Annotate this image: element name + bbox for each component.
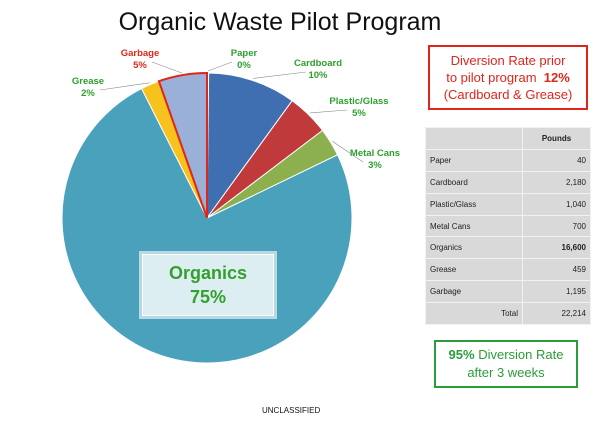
slice-leader-line [309,109,348,114]
table-row-label: Paper [425,148,523,172]
table-row: Metal Cans 700 [425,214,591,238]
slice-label-pct: 3% [368,160,382,171]
prior-line3: (Cardboard & Grease) [443,87,573,102]
table-row-label: Organics [425,236,523,260]
slice-label-name: Metal Cans [350,148,400,159]
slice-label-name: Cardboard [294,58,342,69]
prior-line2: to pilot program [446,70,537,85]
prior-line1: Diversion Rate prior [450,53,566,68]
slice-label-name: Garbage [121,48,160,59]
slice-label: Paper 0% [231,48,258,71]
table-row: Paper 40 [425,148,591,172]
organics-callout-pct: 75% [189,287,227,307]
after-line1: Diversion Rate [478,347,564,362]
table-row-value: 16,600 [522,236,591,260]
table-row-value: 1,040 [522,192,591,216]
prior-rate: 12% [543,70,570,85]
prior-diversion-box: Diversion Rate prior to pilot program 12… [428,45,588,110]
chart-title: Organic Waste Pilot Program [118,8,442,36]
slice-label-pct: 5% [352,108,366,119]
pounds-table: Pounds Paper 40 Cardboard 2,180 Plastic/Glas… [425,127,591,326]
classification-footer: UNCLASSIFIED [262,406,321,415]
organics-callout: Organics 75% [142,254,274,316]
after-line2: after 3 weeks [467,365,545,380]
table-row-label: Grease [425,258,523,282]
table-row-value: 700 [522,214,591,238]
slice-label-pct: 0% [237,60,251,71]
after-pct: 95% [448,347,475,362]
table-row-value: 459 [522,258,591,282]
pie-slice-cardboard [206,72,293,220]
slice-label-pct: 10% [308,70,328,81]
slice-label: Grease 2% [72,76,104,99]
slice-leader-line [151,61,183,74]
table-row-label: Garbage [425,280,523,304]
slice-leader-line [332,140,364,163]
table-header-pounds: Pounds [522,127,591,150]
slice-label: Plastic/Glass 5% [329,96,388,119]
slice-label-name: Plastic/Glass [329,96,388,107]
table-row: Cardboard 2,180 [425,170,591,194]
table-row: Plastic/Glass 1,040 [425,192,591,216]
slice-leader-line [99,82,150,91]
table-row-value: 40 [522,148,591,172]
table-row-value: 2,180 [522,170,591,194]
organics-callout-label: Organics [168,263,248,283]
pie-slice-garbage [157,71,208,219]
table-row-label: Metal Cans [425,214,523,238]
slice-leader-line [253,71,307,79]
table-row: Garbage 1,195 [425,280,591,304]
slice-label-name: Grease [72,76,104,87]
slice-label: Garbage 5% [121,48,160,71]
slice-label: Metal Cans 3% [350,148,400,171]
table-header-row: Pounds [425,127,591,150]
pie-slice-organics [61,87,353,364]
slice-label-pct: 2% [81,88,95,99]
table-row-value: 1,195 [522,280,591,304]
table-row-label: Plastic/Glass [425,192,523,216]
after-diversion-box: 95% Diversion Rate after 3 weeks [434,340,578,388]
table-row: Organics 16,600 [425,236,591,260]
slice-leader-line [207,61,233,72]
table-total-label: Total [425,302,523,326]
table-row: Grease 459 [425,258,591,282]
slice-label-name: Paper [231,48,258,59]
table-total-row: Total 22,214 [425,302,591,326]
slice-label: Cardboard 10% [294,58,342,81]
table-row-label: Cardboard [425,170,523,194]
slice-label-pct: 5% [133,60,147,71]
table-total-value: 22,214 [522,302,591,326]
